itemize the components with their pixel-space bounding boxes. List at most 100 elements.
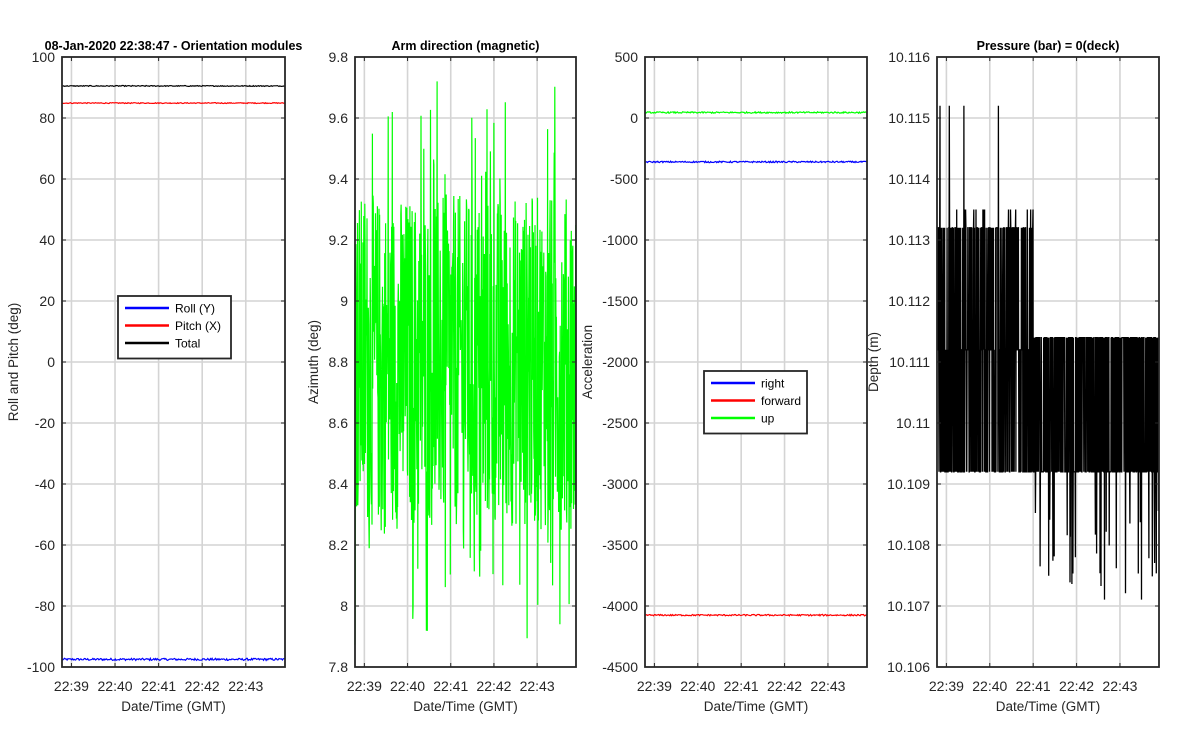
- panel-2: 7.8 8 8.2 8.4 8.6 8.8 9 9.2 9.4 9.6 9.8 22:39 22:40 2…: [306, 39, 577, 714]
- x-tick-label: 22:42: [476, 678, 511, 694]
- y-tick-label: -40: [35, 476, 55, 492]
- x-tick-label: 22:41: [1016, 678, 1051, 694]
- series-group: [354, 81, 577, 645]
- y-tick-label: -20: [35, 415, 55, 431]
- x-axis-label: Date/Time (GMT): [996, 699, 1101, 714]
- y-tick-label: 8.2: [329, 537, 349, 553]
- y-tick-label: 100: [32, 49, 56, 65]
- y-tick-label: 9.6: [329, 110, 349, 126]
- legend-label: Pitch (X): [175, 319, 221, 333]
- legend-label: Roll (Y): [175, 302, 215, 316]
- legend-box: [703, 370, 808, 435]
- y-tick-label: 500: [615, 49, 639, 65]
- x-tick-label: 22:41: [433, 678, 468, 694]
- y-tick-label: 8.4: [329, 476, 349, 492]
- x-tick-label: 22:41: [724, 678, 759, 694]
- y-tick-label: 60: [39, 171, 55, 187]
- y-tick-label: -100: [27, 659, 55, 675]
- y-tick-label: -80: [35, 598, 55, 614]
- x-tick-label: 22:39: [54, 678, 89, 694]
- y-tick-label: 8.8: [329, 354, 349, 370]
- x-tick-label: 22:43: [810, 678, 845, 694]
- series-line-azimuth: [354, 81, 577, 645]
- legend-label: up: [761, 412, 775, 426]
- x-tick-label: 22:40: [680, 678, 715, 694]
- y-tick-label: 10.113: [888, 232, 930, 248]
- panel-3: -4500 -4000 -3500 -3000 -2500 -2000 -1500 -1000…: [580, 49, 868, 714]
- panel-1: -100 -80 -60 -40 -20 0 20 40 60 80 100 22:39 22:40 22…: [6, 39, 302, 714]
- y-tick-label: 80: [39, 110, 55, 126]
- series-line-roll-y-: [61, 656, 286, 662]
- y-axis-label: Acceleration: [580, 325, 595, 399]
- legend-label: Total: [175, 337, 200, 351]
- y-tick-label: 10.109: [887, 476, 930, 492]
- chart-title: Arm direction (magnetic): [392, 39, 540, 53]
- y-tick-label: 10.108: [887, 537, 930, 553]
- y-tick-label: -2000: [602, 354, 638, 370]
- x-tick-label: 22:42: [1059, 678, 1094, 694]
- series-line-depth: [937, 105, 1160, 600]
- chart-title: Pressure (bar) = 0(deck): [977, 39, 1120, 53]
- x-axis-label: Date/Time (GMT): [704, 699, 809, 714]
- x-axis-label: Date/Time (GMT): [413, 699, 518, 714]
- legend: Roll (Y) Pitch (X) Total: [117, 295, 232, 360]
- series-line-total: [61, 84, 286, 88]
- y-tick-label: 10.106: [887, 659, 930, 675]
- y-tick-label: 10.11: [896, 415, 930, 431]
- x-tick-label: 22:40: [98, 678, 133, 694]
- y-tick-label: -4000: [602, 598, 638, 614]
- y-tick-label: 10.107: [887, 598, 930, 614]
- y-tick-label: 0: [630, 110, 638, 126]
- panel-4: 10.106 10.107 10.108 10.109 10.11 10.111 10.11…: [866, 39, 1160, 714]
- x-tick-label: 22:40: [390, 678, 425, 694]
- series-line-pitch-x-: [61, 101, 286, 105]
- y-tick-label: 20: [39, 293, 55, 309]
- x-tick-label: 22:42: [767, 678, 802, 694]
- series-group: [644, 110, 868, 617]
- y-tick-label: 7.8: [329, 659, 349, 675]
- y-tick-label: 10.115: [888, 110, 930, 126]
- chart-title: 08-Jan-2020 22:38:47 - Orientation modul…: [45, 39, 303, 53]
- legend-box: [117, 295, 232, 360]
- y-axis-label: Azimuth (deg): [306, 320, 321, 404]
- legend: right forward up: [703, 370, 808, 435]
- y-tick-label: 9: [340, 293, 348, 309]
- y-tick-label: 40: [39, 232, 55, 248]
- x-tick-label: 22:39: [929, 678, 964, 694]
- x-tick-label: 22:39: [637, 678, 672, 694]
- y-axis-label: Depth (m): [866, 332, 881, 392]
- y-tick-label: 10.114: [888, 171, 930, 187]
- y-tick-label: 9.8: [329, 49, 349, 65]
- y-tick-label: -3000: [602, 476, 638, 492]
- series-line-right: [644, 160, 867, 164]
- legend-label: forward: [761, 394, 801, 408]
- x-tick-label: 22:41: [141, 678, 176, 694]
- y-tick-label: 8.6: [329, 415, 349, 431]
- x-tick-label: 22:43: [520, 678, 555, 694]
- y-tick-label: -4500: [602, 659, 638, 675]
- y-tick-label: 0: [47, 354, 55, 370]
- series-group: [61, 84, 286, 662]
- y-tick-label: -1500: [602, 293, 638, 309]
- y-tick-label: 10.116: [888, 49, 930, 65]
- y-tick-label: 9.2: [329, 232, 349, 248]
- x-tick-label: 22:43: [1102, 678, 1137, 694]
- x-axis-label: Date/Time (GMT): [121, 699, 226, 714]
- y-tick-label: 8: [340, 598, 348, 614]
- series-group: [937, 105, 1160, 600]
- x-tick-label: 22:40: [972, 678, 1007, 694]
- series-line-forward: [644, 613, 868, 617]
- y-tick-label: 10.111: [889, 354, 930, 370]
- y-tick-label: -2500: [602, 415, 638, 431]
- y-tick-label: 10.112: [888, 293, 930, 309]
- y-tick-label: -60: [35, 537, 55, 553]
- y-tick-label: -1000: [602, 232, 638, 248]
- y-axis-label: Roll and Pitch (deg): [6, 303, 21, 422]
- x-tick-label: 22:43: [228, 678, 263, 694]
- x-tick-label: 22:42: [185, 678, 220, 694]
- legend-label: right: [761, 377, 785, 391]
- y-tick-label: -3500: [602, 537, 638, 553]
- x-tick-label: 22:39: [347, 678, 382, 694]
- y-tick-label: 9.4: [329, 171, 349, 187]
